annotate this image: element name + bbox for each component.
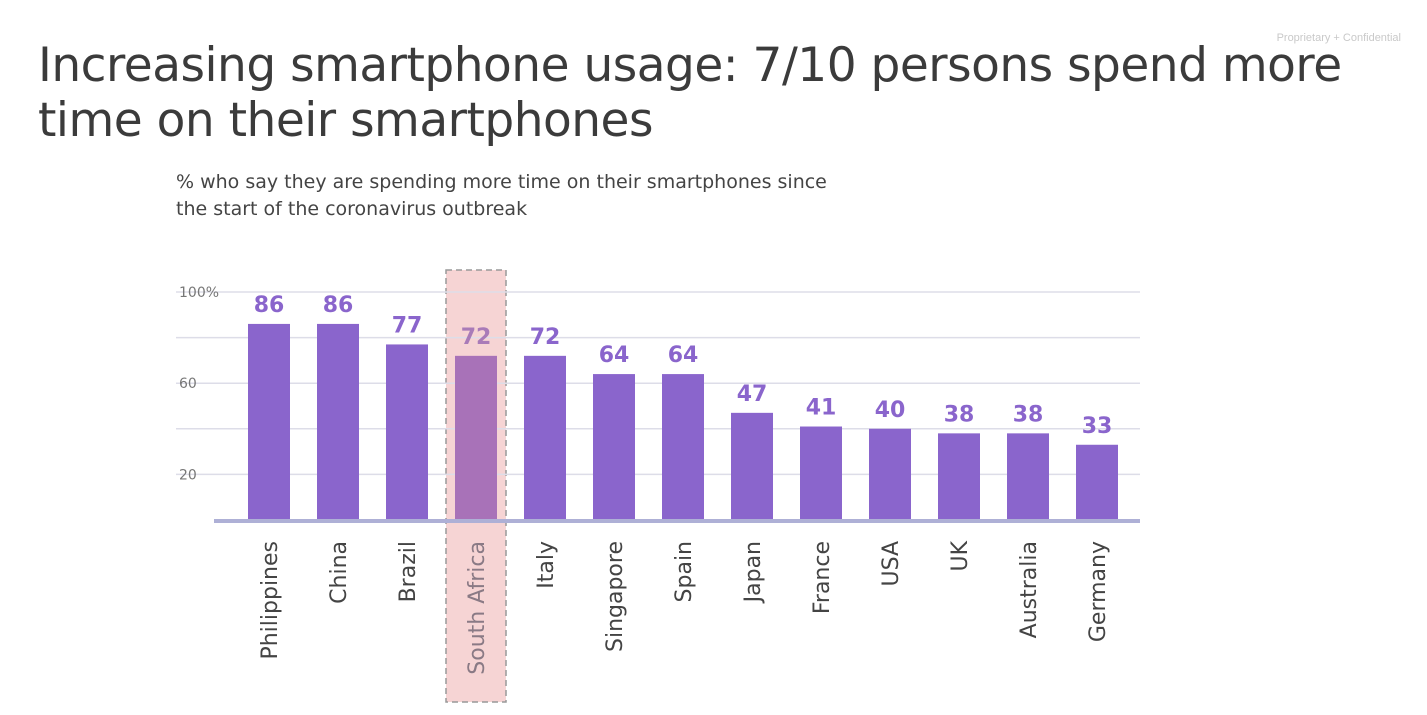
bar-spain	[662, 374, 704, 520]
category-label-australia: Australia	[1017, 541, 1042, 638]
plot-area: 20 60 100% 86 Philippines 86 China 77 Brazil 72 So…	[176, 269, 1140, 703]
bar-philippines	[248, 323, 290, 520]
data-label-philippines: 86	[254, 293, 285, 318]
data-label-japan: 47	[737, 382, 768, 407]
bar-singapore	[593, 374, 635, 520]
category-label-spain: Spain	[672, 541, 697, 602]
category-label-germany: Germany	[1086, 541, 1111, 642]
data-label-spain: 64	[668, 343, 699, 368]
category-label-singapore: Singapore	[603, 541, 628, 652]
bar-japan	[731, 412, 773, 520]
data-label-china: 86	[323, 293, 354, 318]
data-label-singapore: 64	[599, 343, 630, 368]
chart-subtitle-line-2: the start of the coronavirus outbreak	[176, 198, 527, 220]
bar-france	[800, 426, 842, 520]
category-label-china: China	[327, 541, 352, 604]
chart-subtitle-line-1: % who say they are spending more time on…	[176, 171, 827, 193]
confidential-label: Proprietary + Confidential	[1276, 32, 1401, 44]
data-label-germany: 33	[1082, 414, 1113, 439]
y-tick-label-100: 100%	[179, 285, 219, 301]
category-label-france: France	[810, 541, 835, 614]
bar-china	[317, 323, 359, 520]
bar-uk	[938, 433, 980, 520]
y-tick-label-20: 20	[179, 467, 197, 483]
category-label-italy: Italy	[534, 541, 559, 589]
data-label-south-africa: 72	[461, 325, 492, 350]
data-label-italy: 72	[530, 325, 561, 350]
category-label-usa: USA	[879, 541, 904, 587]
y-tick-label-60: 60	[179, 376, 197, 392]
category-label-uk: UK	[948, 540, 973, 571]
bar-brazil	[386, 344, 428, 520]
slide-title: Increasing smartphone usage: 7/10 person…	[38, 38, 1342, 148]
bar-south-africa	[455, 355, 497, 520]
data-label-brazil: 77	[392, 313, 423, 338]
bar-germany	[1076, 444, 1118, 520]
bar-italy	[524, 355, 566, 520]
bar-usa	[869, 428, 911, 520]
data-label-france: 41	[806, 396, 837, 421]
data-label-uk: 38	[944, 402, 975, 427]
data-label-usa: 40	[875, 398, 906, 423]
category-label-south-africa: South Africa	[465, 541, 490, 675]
data-label-australia: 38	[1013, 402, 1044, 427]
category-label-philippines: Philippines	[258, 541, 283, 660]
bar-australia	[1007, 433, 1049, 520]
category-label-japan: Japan	[741, 541, 766, 604]
category-label-brazil: Brazil	[396, 541, 421, 602]
